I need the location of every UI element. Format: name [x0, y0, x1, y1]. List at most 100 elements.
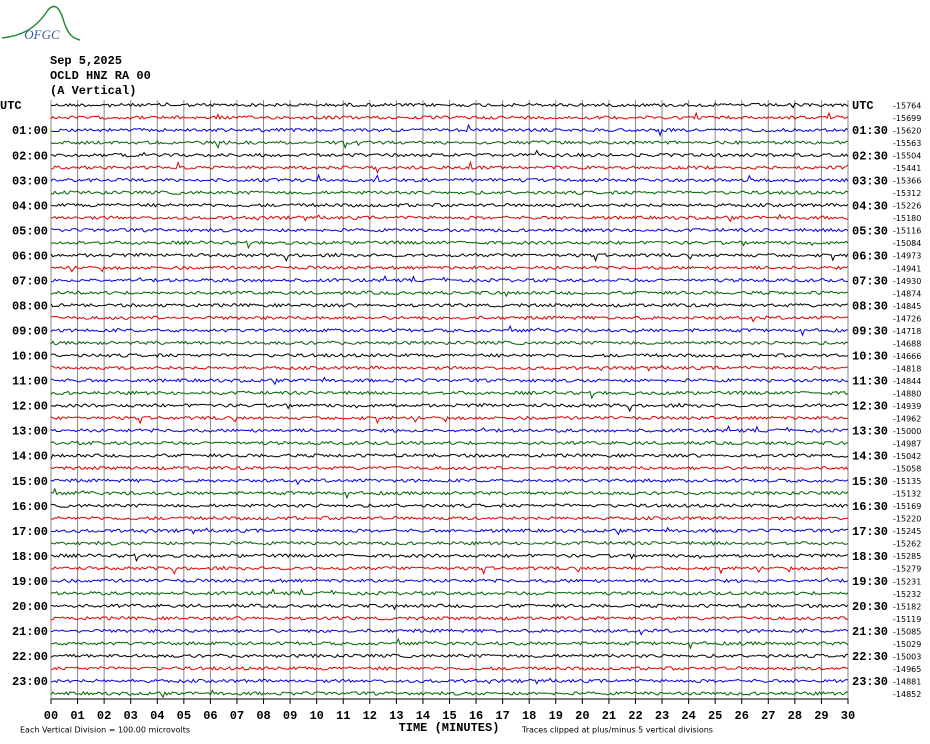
trace: [50, 160, 849, 174]
x-tick-label: 16: [469, 709, 483, 723]
scale-note: Each Vertical Division = 100.00 microvol…: [20, 726, 190, 735]
row-value: -15699: [893, 114, 921, 123]
row-value: -15441: [893, 164, 921, 173]
trace: [50, 123, 849, 138]
trace: [50, 202, 849, 208]
row-value: -14987: [893, 440, 921, 449]
row-value: -14852: [893, 690, 921, 699]
row-value: -14666: [893, 352, 921, 361]
trace: [50, 565, 849, 576]
x-tick-label: 24: [681, 709, 695, 723]
row-value: -15312: [893, 189, 921, 198]
x-tick-label: 07: [230, 709, 244, 723]
trace: [50, 376, 849, 386]
row-label-left: 18:00: [12, 550, 48, 564]
trace: [51, 364, 849, 372]
row-label-right: 11:30: [852, 375, 888, 389]
row-value: -15119: [893, 615, 921, 624]
row-label-left: 21:00: [12, 625, 48, 639]
trace: [50, 587, 849, 596]
row-value: -15226: [893, 202, 921, 211]
row-value: -15231: [893, 577, 921, 586]
x-tick-label: 11: [336, 709, 350, 723]
x-tick-label: 01: [70, 709, 84, 723]
trace: [50, 213, 848, 223]
row-label-right: 01:30: [852, 124, 888, 138]
row-value: -14941: [893, 264, 921, 273]
trace: [50, 240, 849, 250]
trace: [50, 315, 849, 323]
trace: [50, 553, 849, 563]
row-value: -15029: [893, 640, 921, 649]
x-tick-label: 27: [761, 709, 775, 723]
row-label-right: 15:30: [852, 475, 888, 489]
row-value: -14880: [893, 389, 921, 398]
trace: [50, 173, 849, 183]
trace: [50, 353, 849, 358]
row-label-left: 09:00: [12, 325, 48, 339]
row-value: -15366: [893, 177, 921, 186]
row-value: -15084: [893, 239, 921, 248]
row-label-left: 15:00: [12, 475, 48, 489]
row-value: -14818: [893, 364, 921, 373]
row-label-left: 16:00: [12, 500, 48, 514]
row-value: -14874: [893, 289, 921, 298]
trace: [50, 425, 849, 433]
row-label-left: 03:00: [12, 174, 48, 188]
x-tick-label: 02: [97, 709, 111, 723]
row-label-right: 05:30: [852, 224, 888, 238]
row-value: -15245: [893, 527, 921, 536]
row-value: -15000: [893, 427, 921, 436]
trace: [50, 653, 848, 659]
row-label-right: 08:30: [852, 299, 888, 313]
x-tick-label: 06: [203, 709, 217, 723]
x-tick-label: 19: [549, 709, 563, 723]
x-tick-label: 23: [655, 709, 669, 723]
trace: [50, 274, 849, 283]
row-value: -15132: [893, 490, 921, 499]
row-label-right: 17:30: [852, 525, 888, 539]
trace: [50, 453, 849, 460]
row-value: -14688: [893, 339, 921, 348]
row-value: -15563: [893, 139, 921, 148]
x-tick-label: 05: [177, 709, 191, 723]
x-tick-label: 09: [283, 709, 297, 723]
x-tick-label: 26: [735, 709, 749, 723]
trace: [50, 149, 849, 158]
row-label-left: 07:00: [12, 274, 48, 288]
component: (A Vertical): [50, 84, 136, 98]
row-label-left: 01:00: [12, 124, 48, 138]
row-value: -15058: [893, 465, 921, 474]
x-tick-label: 03: [123, 709, 137, 723]
row-value: -15620: [893, 127, 921, 136]
row-label-right: 04:30: [852, 199, 888, 213]
x-tick-label: 18: [522, 709, 536, 723]
row-label-left: 08:00: [12, 299, 48, 313]
trace: [51, 603, 849, 611]
row-value: -15169: [893, 502, 921, 511]
trace: [50, 111, 849, 120]
x-tick-label: 17: [495, 709, 509, 723]
trace: [50, 190, 849, 196]
row-label-right: 20:30: [852, 600, 888, 614]
title: Sep 5,2025: [50, 54, 122, 68]
row-label-left: 02:00: [12, 149, 48, 163]
x-tick-label: 21: [602, 709, 616, 723]
logo-text: OFGC: [24, 27, 60, 42]
x-tick-label: 22: [628, 709, 642, 723]
logo-curve: [1, 5, 81, 41]
row-label-right: 02:30: [852, 149, 888, 163]
row-label-left: 13:00: [12, 425, 48, 439]
trace: [50, 526, 849, 536]
row-value: -14718: [893, 327, 921, 336]
row-label-right: 13:30: [852, 425, 888, 439]
row-label-right: 14:30: [852, 450, 888, 464]
trace: [50, 666, 849, 671]
row-label-right: 16:30: [852, 500, 888, 514]
row-value: -15764: [893, 102, 921, 111]
row-label-right: 12:30: [852, 400, 888, 414]
row-label-right: 03:30: [852, 174, 888, 188]
x-tick-label: 12: [363, 709, 377, 723]
row-value: -15182: [893, 602, 921, 611]
